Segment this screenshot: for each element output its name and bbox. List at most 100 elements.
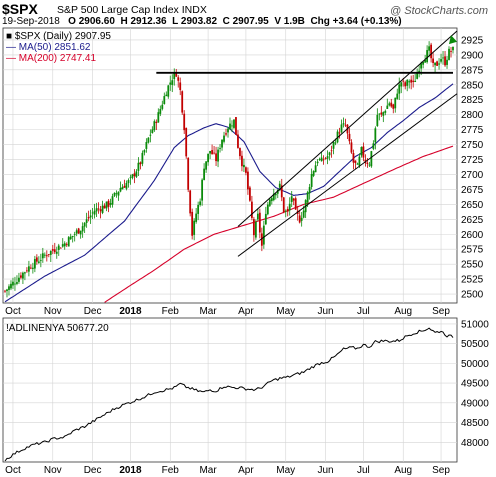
price-y-tick-label: 2800 [461, 110, 484, 121]
candle-body [314, 165, 317, 173]
candle-body [27, 266, 30, 272]
candle-body [404, 82, 407, 87]
candle-body [354, 160, 357, 164]
price-x-tick-label: Jun [318, 306, 334, 317]
candle-body [270, 198, 273, 202]
candle-body [53, 249, 56, 253]
adline-x-tick-label: Feb [162, 465, 180, 476]
candle-body [235, 117, 237, 135]
candle-body [149, 134, 152, 136]
candle-body [113, 192, 116, 196]
candle-body [418, 70, 421, 73]
candle-body [91, 212, 94, 214]
ma50-line [4, 83, 454, 303]
price-y-tick-label: 2850 [461, 80, 484, 91]
candle-body [39, 259, 42, 261]
candle-body [209, 151, 211, 154]
candle-body [362, 146, 365, 158]
candle-body [239, 148, 241, 157]
candle-body [85, 219, 88, 223]
price-x-tick-label: Jul [357, 306, 370, 317]
candle-body [105, 201, 108, 209]
legend-price-label: $SPX (Daily) 2907.95 [14, 31, 111, 42]
candle-body [215, 153, 217, 162]
candle-body [89, 215, 92, 218]
candle-body [334, 142, 337, 144]
adline-y-tick-label: 49500 [461, 379, 489, 390]
candle-body [368, 164, 371, 166]
candle-body [213, 152, 215, 154]
candle-body [448, 48, 450, 60]
candle-body [400, 82, 403, 87]
price-x-tick-label: Aug [394, 306, 412, 317]
candle-body [81, 226, 84, 232]
candle-body [243, 164, 245, 168]
candle-body [450, 51, 452, 52]
price-x-tick-label: May [276, 306, 295, 317]
candle-body [12, 281, 14, 286]
candle-body [41, 253, 44, 259]
ma200-line [104, 145, 454, 303]
candle-body [290, 196, 293, 202]
price-y-tick-label: 2500 [461, 290, 484, 301]
candle-body [143, 150, 146, 153]
candle-body [434, 62, 436, 66]
candle-body [183, 113, 186, 131]
candle-body [322, 159, 325, 161]
candle-body [245, 167, 247, 173]
candle-body [61, 244, 64, 247]
candle-body [247, 171, 249, 190]
candle-body [372, 143, 375, 149]
candle-body [16, 282, 18, 284]
candle-body [392, 104, 395, 109]
quote-change: Chg +3.64 (+0.13%) [310, 16, 402, 27]
adline-y-tick-label: 48500 [461, 418, 489, 429]
candle-body [292, 198, 295, 201]
candle-body [360, 147, 363, 156]
candle-body [280, 185, 283, 198]
candle-body [157, 112, 160, 123]
candle-body [71, 235, 74, 238]
candle-body [51, 249, 54, 251]
candle-body [406, 79, 409, 86]
candle-body [189, 190, 192, 214]
adline-y-tick-label: 50500 [461, 339, 489, 350]
candle-body [43, 254, 46, 256]
candle-body [348, 133, 351, 142]
price-y-tick-label: 2900 [461, 50, 484, 61]
candle-body [175, 73, 178, 77]
candle-body [95, 208, 98, 212]
candle-body [338, 132, 341, 134]
candle-body [207, 153, 209, 163]
index-name: S&P 500 Large Cap Index INDX [57, 4, 207, 16]
legend-adline-label: !ADLINENYA 50677.20 [6, 323, 109, 334]
candle-body [282, 197, 285, 213]
candle-body [195, 213, 198, 222]
candle-body [203, 168, 206, 180]
candle-body [159, 109, 162, 114]
candle-body [306, 192, 309, 203]
legend-ma50: — MA(50) 2851.62 [6, 42, 91, 53]
candle-body [316, 161, 319, 164]
candle-body [117, 191, 120, 196]
candle-body [264, 213, 267, 225]
candle-body [217, 149, 219, 162]
candle-body [414, 80, 417, 82]
candle-body [352, 153, 355, 163]
price-x-tick-label: 2018 [119, 306, 142, 317]
price-y-tick-label: 2650 [461, 200, 484, 211]
candle-body [8, 286, 10, 290]
legend-price: ■ $SPX (Daily) 2907.95 [6, 31, 111, 42]
trend-channel-line [237, 93, 458, 257]
candle-body [223, 135, 225, 142]
legend-ma200-label: MA(200) 2747.41 [18, 53, 97, 64]
candle-body [197, 204, 200, 214]
candle-body [167, 85, 170, 97]
candle-body [227, 128, 229, 133]
candle-body [111, 196, 114, 205]
candle-body [288, 203, 291, 211]
adline-y-tick-label: 49000 [461, 398, 489, 409]
candle-body [129, 177, 132, 179]
candle-body [442, 57, 444, 59]
